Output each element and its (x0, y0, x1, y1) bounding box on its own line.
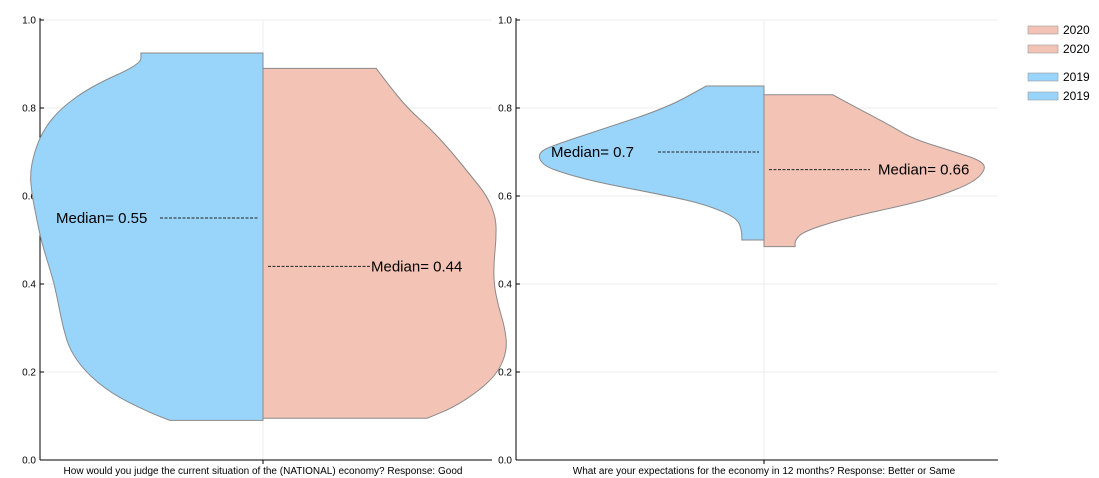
violin-2019-left (538, 85, 765, 241)
violin-2020-right (763, 94, 985, 248)
y-tick-label: 0.0 (498, 456, 512, 467)
median-label-2020: Median= 0.66 (878, 162, 969, 179)
y-tick-label: 1.0 (498, 16, 512, 27)
legend-swatch-2019 (1027, 72, 1059, 82)
legend-swatch-2019 (1027, 91, 1059, 101)
y-tick-label: 0.4 (498, 280, 512, 291)
y-tick-label: 0.0 (22, 456, 36, 467)
violin-panel-expectations: 0.0 0.2 0.4 0.6 0.8 1.0 What are your expectat… (498, 16, 998, 477)
violin-2020-right (262, 67, 507, 419)
legend-label-2020: 2020 (1063, 23, 1090, 37)
y-tick-label: 0.2 (22, 368, 36, 379)
y-tick-label: 0.4 (22, 280, 36, 291)
y-tick-label: 0.6 (22, 192, 36, 203)
legend-swatch-2020 (1027, 44, 1059, 54)
legend-label-2019: 2019 (1063, 89, 1090, 103)
legend-label-2020: 2020 (1063, 42, 1090, 56)
legend: 2020 2020 2019 2019 (1027, 23, 1090, 103)
y-tick-label: 0.6 (498, 192, 512, 203)
y-tick-label: 0.8 (22, 104, 36, 115)
x-axis-label: How would you judge the current situatio… (64, 466, 463, 477)
legend-label-2019: 2019 (1063, 70, 1090, 84)
y-tick-label: 0.2 (498, 368, 512, 379)
median-label-2019: Median= 0.7 (551, 144, 634, 161)
violin-panel-current-situation: 0.0 0.2 0.4 0.6 0.8 1.0 How would you judge th… (22, 16, 507, 477)
x-axis-label: What are your expectations for the econo… (573, 466, 956, 477)
y-tick-label: 1.0 (22, 16, 36, 27)
y-tick-label: 0.8 (498, 104, 512, 115)
legend-swatch-2020 (1027, 25, 1059, 35)
violin-2019-left (30, 52, 264, 421)
median-label-2020: Median= 0.44 (371, 258, 462, 275)
median-label-2019: Median= 0.55 (56, 210, 147, 227)
